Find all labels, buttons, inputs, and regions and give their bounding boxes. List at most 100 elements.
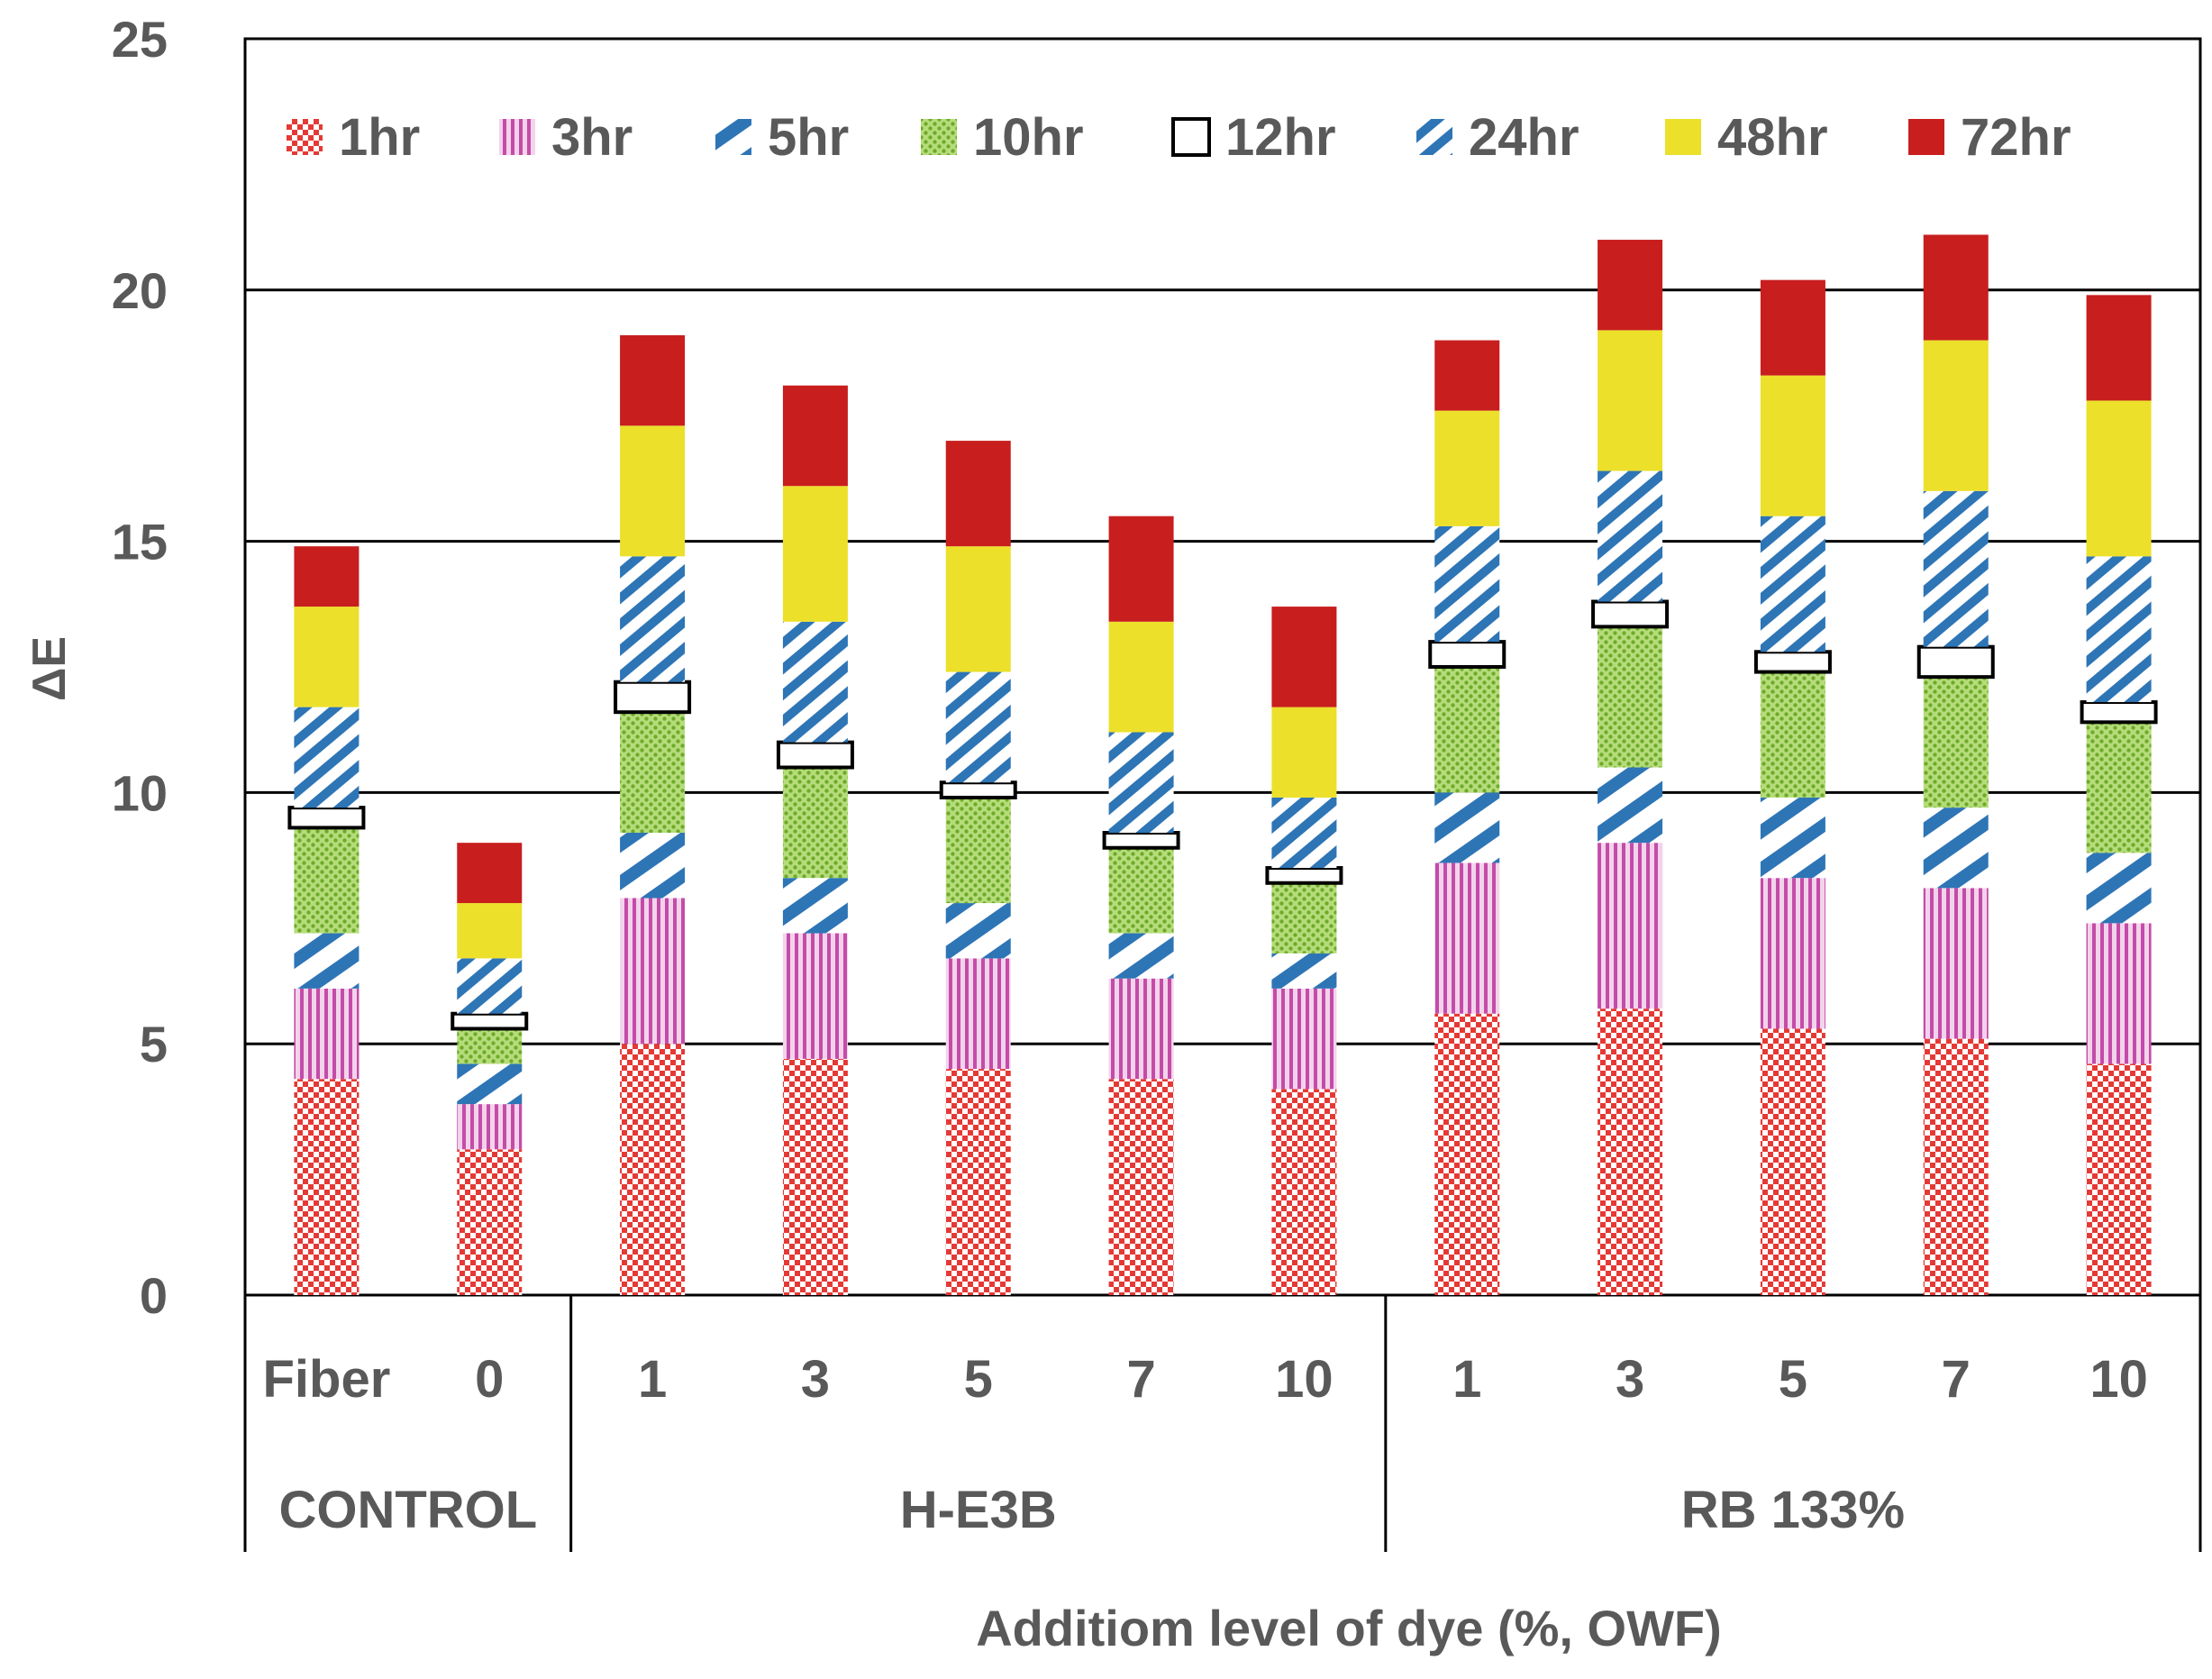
bar-segment-72hr xyxy=(1923,234,1989,341)
bar-segment-48hr xyxy=(294,607,360,707)
bar-segment-24hr xyxy=(945,671,1011,783)
x-tick-label: Fiber xyxy=(263,1350,391,1409)
bar-segment-5hr xyxy=(1760,797,1825,879)
bar-segment-3hr xyxy=(457,1104,523,1150)
bar-segment-12hr xyxy=(614,680,692,715)
bar-segment-48hr xyxy=(1598,330,1663,471)
bar-segment-12hr xyxy=(1102,831,1180,850)
bar-segment-12hr xyxy=(1916,644,1995,680)
bar-segment-72hr xyxy=(457,843,523,904)
bar-stack-12 xyxy=(2080,295,2158,1295)
bar-segment-48hr xyxy=(782,486,848,622)
bar-segment-3hr xyxy=(294,988,360,1080)
legend-item-12hr: 12hr xyxy=(1171,108,1336,167)
bar-stack-9 xyxy=(1591,240,1670,1295)
legend-label-72hr: 72hr xyxy=(1961,108,2071,167)
bar-segment-10hr xyxy=(2086,722,2152,853)
bar-segment-3hr xyxy=(1760,878,1825,1029)
bar-segment-72hr xyxy=(1760,279,1825,376)
x-group-label-control: CONTROL xyxy=(278,1481,537,1539)
bars xyxy=(287,234,2158,1295)
gridlines xyxy=(245,288,2200,1297)
bar-segment-48hr xyxy=(457,903,523,959)
bar-segment-12hr xyxy=(2080,700,2158,725)
bar-segment-12hr xyxy=(776,740,854,770)
bar-segment-12hr xyxy=(1265,866,1343,885)
legend-item-10hr: 10hr xyxy=(921,108,1084,167)
bar-segment-3hr xyxy=(782,933,848,1059)
bar-segment-72hr xyxy=(1598,240,1663,331)
bar-segment-12hr xyxy=(451,1011,529,1031)
x-tick-label: 3 xyxy=(1616,1350,1644,1409)
bar-stack-10 xyxy=(1753,279,1832,1295)
bar-segment-72hr xyxy=(620,334,686,426)
x-tick-label: 10 xyxy=(2089,1350,2148,1409)
legend-item-5hr: 5hr xyxy=(715,108,849,167)
bar-segment-24hr xyxy=(1434,525,1500,643)
legend-label-3hr: 3hr xyxy=(551,108,633,167)
x-tick-label: 1 xyxy=(1452,1350,1481,1409)
bar-segment-5hr xyxy=(2086,853,2152,924)
bar-segment-1hr xyxy=(1271,1089,1337,1295)
bar-segment-24hr xyxy=(1598,470,1663,602)
bar-segment-10hr xyxy=(620,712,686,834)
bar-segment-24hr xyxy=(1923,490,1989,647)
x-tick-label: 5 xyxy=(964,1350,993,1409)
x-tick-label: 1 xyxy=(638,1350,667,1409)
bar-segment-3hr xyxy=(620,898,686,1045)
legend-label-24hr: 24hr xyxy=(1469,108,1579,167)
bar-segment-24hr xyxy=(1760,516,1825,652)
bar-segment-72hr xyxy=(1271,607,1337,707)
bar-segment-10hr xyxy=(1923,677,1989,808)
legend-label-12hr: 12hr xyxy=(1225,108,1336,167)
legend-label-10hr: 10hr xyxy=(973,108,1084,167)
bar-segment-1hr xyxy=(457,1149,523,1295)
bar-segment-72hr xyxy=(1108,516,1174,622)
bar-segment-48hr xyxy=(1108,621,1174,733)
bar-segment-3hr xyxy=(1108,978,1174,1080)
bar-segment-3hr xyxy=(945,958,1011,1070)
bar-segment-72hr xyxy=(2086,295,2152,401)
bar-segment-72hr xyxy=(782,385,848,487)
bar-stack-3 xyxy=(614,334,692,1295)
legend-item-72hr: 72hr xyxy=(1908,108,2071,167)
bar-segment-10hr xyxy=(1760,671,1825,798)
bar-segment-10hr xyxy=(294,827,360,934)
bar-segment-72hr xyxy=(945,441,1011,547)
bar-segment-3hr xyxy=(1271,988,1337,1090)
bar-segment-48hr xyxy=(945,546,1011,672)
bar-segment-5hr xyxy=(1271,953,1337,989)
y-tick-label-20: 20 xyxy=(112,262,168,319)
bar-segment-10hr xyxy=(782,767,848,879)
x-group-label-rb-133: RB 133% xyxy=(1681,1481,1905,1539)
bar-segment-5hr xyxy=(457,1063,523,1105)
bar-segment-12hr xyxy=(1753,650,1832,674)
bar-segment-3hr xyxy=(1598,843,1663,1009)
bar-segment-12hr xyxy=(939,780,1017,799)
bar-segment-3hr xyxy=(1923,888,1989,1039)
y-tick-label-5: 5 xyxy=(140,1016,168,1072)
bar-segment-5hr xyxy=(945,903,1011,959)
legend-label-1hr: 1hr xyxy=(339,108,420,167)
x-tick-label: 7 xyxy=(1126,1350,1155,1409)
legend-label-5hr: 5hr xyxy=(768,108,849,167)
bar-segment-1hr xyxy=(620,1044,686,1295)
bar-stack-4 xyxy=(776,385,854,1295)
legend-swatch-12hr xyxy=(1171,117,1211,157)
plot-area xyxy=(243,37,2202,1297)
bar-segment-48hr xyxy=(1271,707,1337,798)
bar-segment-10hr xyxy=(1108,847,1174,934)
bar-segment-10hr xyxy=(1434,667,1500,793)
bar-segment-72hr xyxy=(294,546,360,607)
bar-segment-48hr xyxy=(1760,375,1825,516)
legend-label-48hr: 48hr xyxy=(1717,108,1828,167)
bar-segment-10hr xyxy=(457,1028,523,1064)
bar-segment-12hr xyxy=(1428,640,1507,669)
bar-segment-24hr xyxy=(1108,732,1174,834)
y-tick-label-0: 0 xyxy=(140,1267,168,1324)
bar-segment-24hr xyxy=(294,707,360,808)
y-tick-label-10: 10 xyxy=(112,764,168,821)
